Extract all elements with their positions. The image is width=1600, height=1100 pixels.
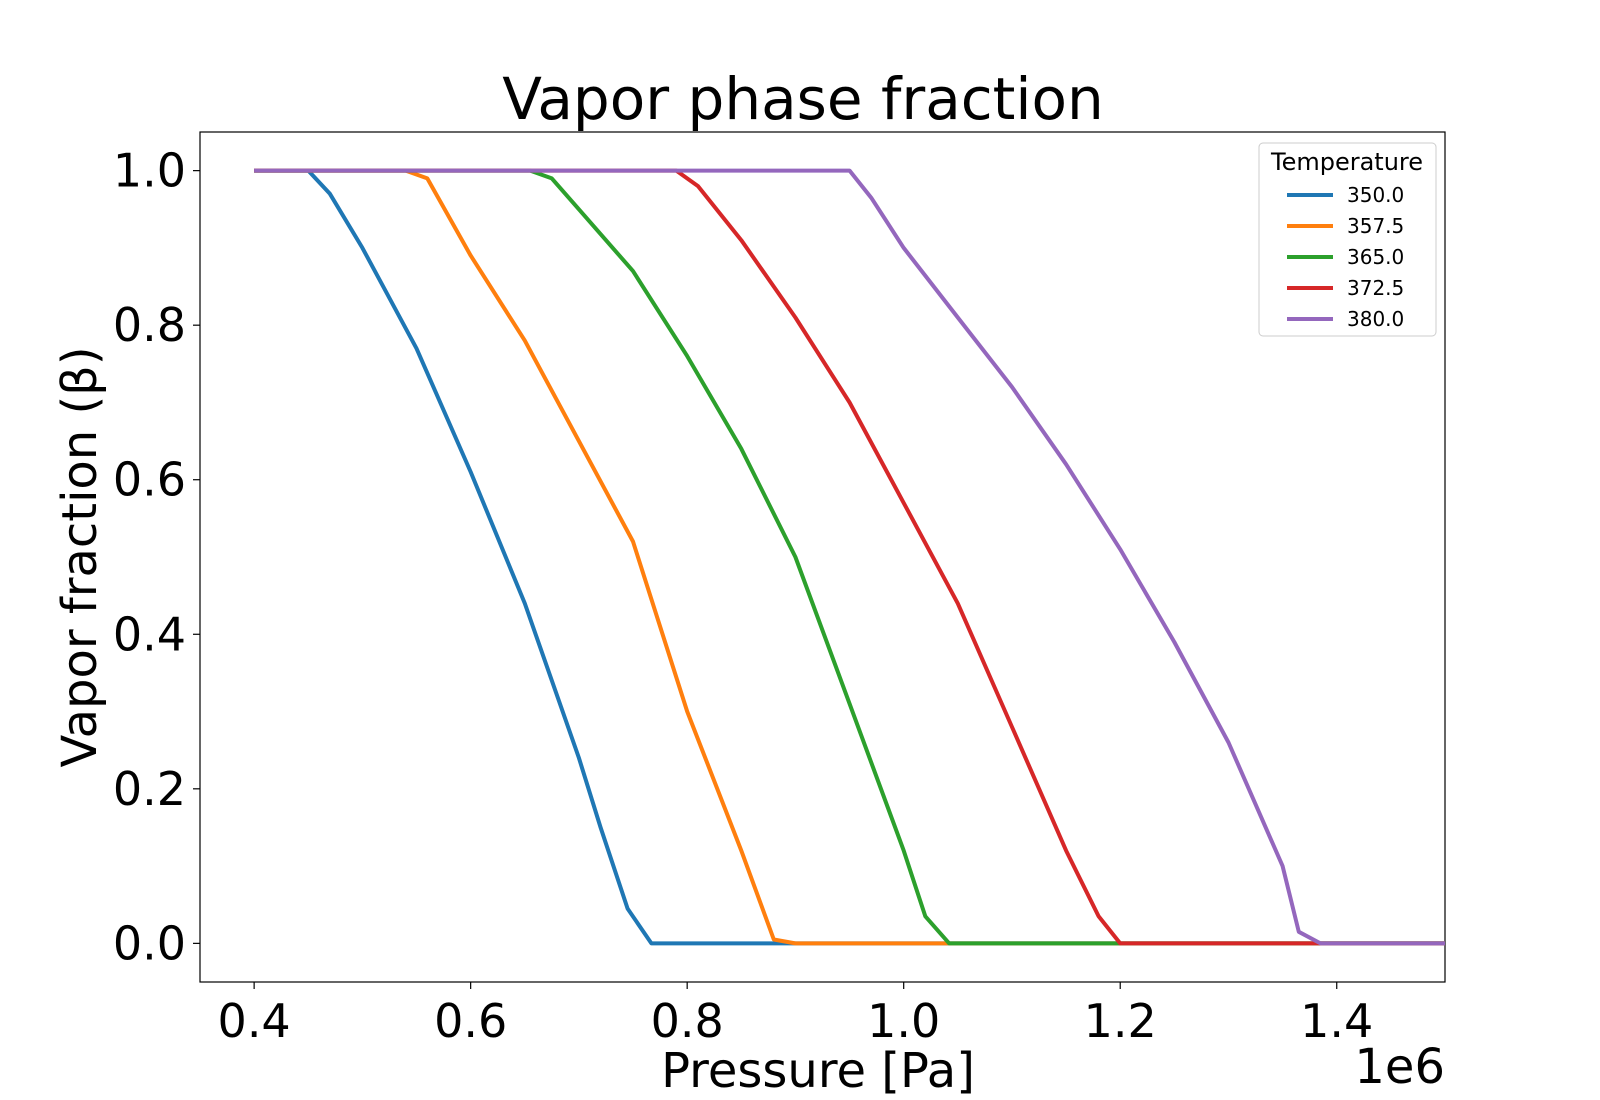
x-axis-ticks: 0.4 0.6 0.8 1.0 1.2 1.4 <box>218 982 1373 1048</box>
y-tick-label: 0.0 <box>113 916 186 970</box>
y-axis-label: Vapor fraction (β) <box>52 346 108 767</box>
x-tick-label: 0.4 <box>218 994 291 1048</box>
x-tick-label: 1.2 <box>1084 994 1157 1048</box>
x-tick-label: 0.8 <box>651 994 724 1048</box>
legend: Temperature 350.0 357.5 365.0 372.5 380.0 <box>1258 142 1437 337</box>
legend-items: 350.0 357.5 365.0 372.5 380.0 <box>1287 183 1404 331</box>
y-tick-label: 0.8 <box>113 298 186 352</box>
x-axis-label: Pressure [Pa] <box>661 1043 975 1099</box>
plot-area <box>199 131 1446 983</box>
y-tick-label: 1.0 <box>113 144 186 198</box>
legend-label: 380.0 <box>1347 307 1404 331</box>
chart-title: Vapor phase fraction <box>502 65 1104 133</box>
x-tick-label: 1.4 <box>1300 994 1373 1048</box>
y-tick-label: 0.4 <box>113 607 186 661</box>
series-line-372-5 <box>254 168 1445 946</box>
legend-label: 365.0 <box>1347 245 1404 269</box>
y-axis-ticks: 0.0 0.2 0.4 0.6 0.8 1.0 <box>113 144 200 970</box>
legend-title: Temperature <box>1270 148 1423 176</box>
y-tick-label: 0.6 <box>113 453 186 507</box>
legend-label: 350.0 <box>1347 183 1404 207</box>
legend-label: 372.5 <box>1347 276 1404 300</box>
x-tick-label: 1.0 <box>867 994 940 1048</box>
x-tick-label: 0.6 <box>434 994 507 1048</box>
series-lines <box>254 168 1445 946</box>
x-axis-offset-label: 1e6 <box>1354 1039 1445 1095</box>
legend-label: 357.5 <box>1347 214 1404 238</box>
y-tick-label: 0.2 <box>113 762 186 816</box>
series-line-380-0 <box>254 168 1445 946</box>
